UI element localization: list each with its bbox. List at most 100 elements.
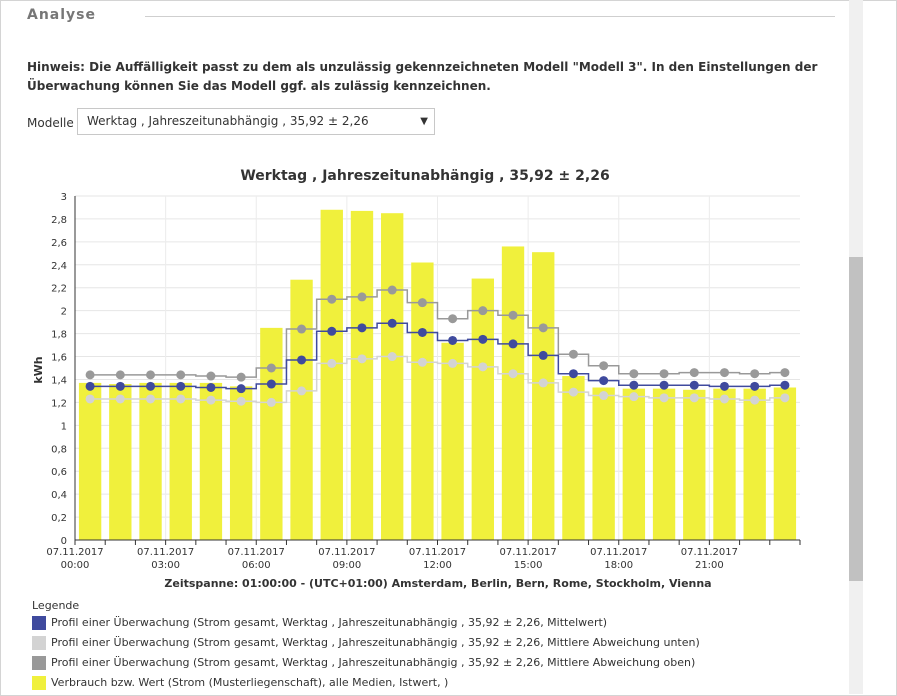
- mean-marker[interactable]: [85, 381, 95, 391]
- lower-marker[interactable]: [327, 358, 337, 368]
- consumption-bar[interactable]: [381, 213, 404, 540]
- mean-marker[interactable]: [538, 350, 548, 360]
- consumption-bar[interactable]: [199, 382, 223, 540]
- mean-marker[interactable]: [629, 380, 639, 390]
- upper-marker[interactable]: [206, 371, 216, 381]
- scrollbar-thumb[interactable]: [849, 257, 863, 581]
- lower-marker[interactable]: [538, 378, 548, 388]
- mean-marker[interactable]: [599, 376, 609, 386]
- consumption-bar[interactable]: [773, 387, 797, 540]
- upper-marker[interactable]: [538, 323, 548, 333]
- lower-marker[interactable]: [448, 358, 458, 368]
- lower-marker[interactable]: [206, 395, 216, 405]
- mean-marker[interactable]: [297, 355, 307, 365]
- upper-marker[interactable]: [629, 369, 639, 379]
- consumption-bar[interactable]: [562, 376, 585, 540]
- upper-marker[interactable]: [478, 306, 488, 316]
- consumption-bar[interactable]: [139, 382, 162, 540]
- mean-marker[interactable]: [357, 323, 367, 333]
- mean-marker[interactable]: [417, 327, 427, 337]
- consumption-bar[interactable]: [532, 252, 555, 540]
- legend-label-mean: Profil einer Überwachung (Strom gesamt, …: [51, 616, 608, 629]
- upper-marker[interactable]: [176, 370, 186, 380]
- consumption-bar[interactable]: [320, 209, 343, 540]
- lower-marker[interactable]: [750, 395, 760, 405]
- consumption-bar[interactable]: [622, 388, 646, 540]
- consumption-bar[interactable]: [592, 387, 615, 540]
- mean-marker[interactable]: [478, 334, 488, 344]
- upper-marker[interactable]: [599, 361, 609, 371]
- mean-marker[interactable]: [568, 369, 578, 379]
- upper-marker[interactable]: [357, 292, 367, 302]
- mean-marker[interactable]: [266, 379, 276, 389]
- upper-marker[interactable]: [568, 349, 578, 359]
- lower-marker[interactable]: [629, 392, 639, 402]
- upper-marker[interactable]: [689, 368, 699, 378]
- mean-marker[interactable]: [115, 381, 125, 391]
- mean-marker[interactable]: [780, 380, 790, 390]
- lower-marker[interactable]: [689, 393, 699, 403]
- mean-marker[interactable]: [206, 382, 216, 392]
- mean-marker[interactable]: [327, 326, 337, 336]
- mean-marker[interactable]: [176, 381, 186, 391]
- upper-marker[interactable]: [327, 294, 337, 304]
- mean-marker[interactable]: [689, 380, 699, 390]
- consumption-bar[interactable]: [169, 382, 192, 540]
- mean-marker[interactable]: [448, 335, 458, 345]
- upper-marker[interactable]: [417, 298, 427, 308]
- consumption-bar[interactable]: [109, 384, 132, 540]
- lower-marker[interactable]: [176, 394, 186, 404]
- lower-marker[interactable]: [599, 391, 609, 401]
- lower-marker[interactable]: [266, 397, 276, 407]
- lower-marker[interactable]: [85, 394, 95, 404]
- mean-marker[interactable]: [387, 318, 397, 328]
- lower-marker[interactable]: [297, 386, 307, 396]
- upper-marker[interactable]: [719, 368, 729, 378]
- consumption-bar[interactable]: [290, 279, 313, 540]
- lower-marker[interactable]: [659, 393, 669, 403]
- consumption-bar[interactable]: [471, 278, 494, 540]
- upper-marker[interactable]: [750, 369, 760, 379]
- lower-marker[interactable]: [357, 354, 367, 364]
- consumption-bar[interactable]: [441, 342, 464, 540]
- mean-marker[interactable]: [508, 339, 518, 349]
- mean-marker[interactable]: [659, 380, 669, 390]
- upper-marker[interactable]: [146, 370, 156, 380]
- mean-marker[interactable]: [146, 381, 156, 391]
- lower-marker[interactable]: [146, 394, 156, 404]
- lower-marker[interactable]: [508, 369, 518, 379]
- dropdown-arrow-icon[interactable]: ▼: [420, 116, 428, 127]
- upper-marker[interactable]: [85, 370, 95, 380]
- mean-marker[interactable]: [750, 381, 760, 391]
- upper-marker[interactable]: [387, 285, 397, 295]
- scrollbar[interactable]: [849, 0, 863, 694]
- lower-marker[interactable]: [236, 396, 246, 406]
- consumption-bar[interactable]: [683, 389, 706, 540]
- consumption-bar[interactable]: [652, 388, 676, 540]
- upper-marker[interactable]: [780, 368, 790, 378]
- upper-marker[interactable]: [508, 310, 518, 320]
- upper-marker[interactable]: [266, 363, 276, 373]
- mean-marker[interactable]: [719, 381, 729, 391]
- lower-marker[interactable]: [478, 362, 488, 372]
- upper-marker[interactable]: [448, 314, 458, 324]
- consumption-bar[interactable]: [501, 246, 525, 540]
- consumption-bar[interactable]: [229, 386, 253, 540]
- lower-marker[interactable]: [719, 394, 729, 404]
- models-select[interactable]: Werktag , Jahreszeitunabhängig , 35,92 ±…: [77, 108, 435, 135]
- mean-marker[interactable]: [236, 384, 246, 394]
- upper-marker[interactable]: [297, 324, 307, 334]
- lower-marker[interactable]: [387, 352, 397, 362]
- upper-marker[interactable]: [115, 370, 125, 380]
- lower-marker[interactable]: [417, 357, 427, 367]
- upper-marker[interactable]: [236, 372, 246, 382]
- upper-marker[interactable]: [659, 369, 669, 379]
- consumption-bar[interactable]: [350, 210, 374, 540]
- consumption-bar[interactable]: [78, 382, 102, 540]
- lower-marker[interactable]: [780, 393, 790, 403]
- lower-marker[interactable]: [568, 387, 578, 397]
- lower-marker[interactable]: [115, 394, 125, 404]
- consumption-bar[interactable]: [260, 327, 283, 540]
- consumption-bar[interactable]: [713, 388, 736, 540]
- consumption-bar[interactable]: [743, 388, 766, 540]
